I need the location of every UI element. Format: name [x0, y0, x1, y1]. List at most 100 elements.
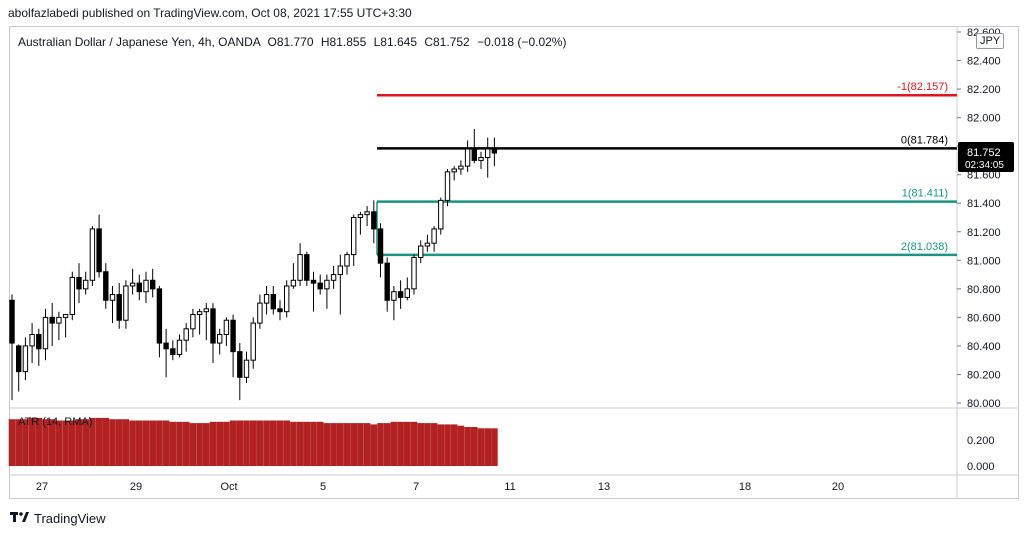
atr-bar [397, 421, 404, 466]
publish-caption: abolfazlabedi published on TradingView.c… [8, 6, 412, 20]
time-tick-label: 13 [598, 481, 610, 493]
candle-body [96, 228, 102, 273]
atr-bar [149, 420, 156, 466]
candle-body [243, 359, 250, 378]
price-tick-label: 82.400 [967, 56, 1001, 68]
ohlc-low: L81.645 [373, 35, 417, 49]
candle-body [491, 148, 498, 154]
time-tick-label: 18 [739, 481, 751, 493]
atr-bar [296, 421, 304, 466]
candle-body [62, 314, 69, 318]
candle-body [317, 282, 323, 290]
candle-body [438, 199, 444, 230]
candle-body [337, 265, 344, 276]
fib-level-label: 2(81.038) [901, 241, 948, 253]
atr-bar [316, 421, 324, 466]
atr-bar [484, 428, 491, 466]
candle-body [377, 228, 384, 264]
atr-bar [350, 423, 357, 466]
price-tick-label: 81.600 [967, 170, 1001, 182]
candle-body [76, 276, 82, 290]
candle-body [163, 342, 169, 350]
atr-bar [424, 423, 431, 466]
candle-body [277, 308, 283, 313]
candle-body [384, 262, 390, 301]
atr-bar [122, 419, 130, 466]
atr-bar [115, 419, 123, 466]
atr-bar [55, 420, 63, 466]
price-tick-label: 82.000 [967, 113, 1001, 125]
candle-body [397, 291, 404, 298]
ohlc-high: H81.855 [320, 35, 367, 49]
atr-bar [290, 421, 297, 466]
tradingview-logo[interactable]: TradingView [10, 510, 106, 526]
candle-body [176, 339, 183, 355]
candle-body [297, 254, 303, 281]
atr-bar [377, 423, 384, 466]
atr-bar [263, 420, 270, 466]
candle-body [478, 157, 484, 161]
atr-bar [383, 423, 391, 466]
candle-body [156, 288, 163, 344]
candle-body [284, 285, 290, 313]
price-tick-label: 80.200 [967, 369, 1001, 381]
atr-bar [457, 425, 465, 466]
price-tick-label: 82.200 [967, 84, 1001, 96]
candle-body [290, 279, 297, 287]
chart-frame [9, 26, 1019, 499]
atr-bar [196, 423, 203, 466]
atr-bar [48, 419, 56, 466]
candle-body [357, 214, 364, 218]
bar-countdown: 02:34:05 [965, 160, 1004, 171]
atr-bar [323, 423, 331, 466]
candle-body [471, 148, 478, 161]
atr-bar [310, 421, 317, 466]
atr-bar [95, 417, 103, 466]
atr-bar [42, 419, 49, 466]
price-tick-label: 80.600 [967, 312, 1001, 324]
candle-body [431, 228, 437, 244]
candle-body [109, 294, 116, 301]
candle-body [237, 351, 243, 378]
candle-body [36, 334, 42, 350]
currency-badge[interactable]: JPY [976, 33, 1005, 49]
fib-level-label: 0(81.784) [901, 134, 948, 146]
candle-body [49, 316, 55, 324]
atr-bar [283, 420, 290, 466]
candle-body [270, 294, 277, 310]
last-price-tag [958, 142, 1014, 173]
candle-body [83, 279, 89, 290]
atr-bar [236, 420, 244, 466]
ohlc-change: −0.018 (−0.02%) [477, 35, 567, 49]
price-tick-label: 81.200 [967, 227, 1001, 239]
candle-body [330, 274, 337, 281]
atr-bar [216, 421, 223, 466]
atr-bar [129, 420, 136, 466]
price-tick-label: 80.800 [967, 284, 1001, 296]
time-tick-label: 29 [130, 481, 142, 493]
atr-bar [370, 424, 378, 466]
ohlc-close: C81.752 [424, 35, 470, 49]
symbol-name[interactable]: Australian Dollar / Japanese Yen, 4h, OA… [18, 35, 261, 49]
candle-body [56, 316, 62, 324]
tradingview-brand: TradingView [34, 510, 106, 526]
candle-body [404, 288, 411, 298]
atr-bar [276, 420, 284, 466]
candle-body [29, 334, 35, 347]
candle-body [371, 211, 377, 230]
candle-body [190, 314, 196, 330]
atr-bar [410, 421, 418, 466]
atr-indicator-label[interactable]: ATR (14, RMA) [18, 416, 93, 428]
candle-body [444, 171, 451, 201]
candle-body [391, 291, 397, 301]
atr-bar [477, 428, 485, 466]
tradingview-logo-icon [10, 510, 30, 526]
atr-bar [491, 428, 498, 466]
atr-bar [303, 421, 311, 466]
atr-tick-label: 0.000 [967, 461, 995, 473]
candle-body [223, 319, 230, 336]
candle-body [103, 271, 109, 301]
fib-level-label: -1(82.157) [897, 81, 948, 93]
candle-body [16, 345, 22, 373]
